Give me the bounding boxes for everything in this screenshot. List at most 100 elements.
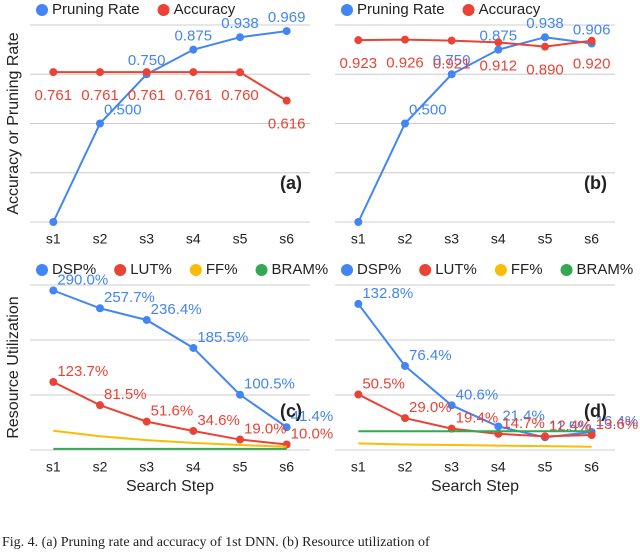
point [142,315,151,324]
data-label: 0.500 [409,101,447,118]
x-axis-label: Search Step [126,478,214,495]
panel-label: (d) [584,401,607,421]
data-label: 0.761 [175,87,213,104]
x-tick-label: s4 [186,231,201,247]
y-axis-label: Accuracy or Pruning Rate [5,32,22,214]
caption: Fig. 4. (a) Pruning rate and accuracy of… [2,535,430,550]
series-line [53,71,288,102]
legend-label: Pruning Rate [357,1,445,18]
data-label: 290.0% [57,271,108,288]
point [96,68,104,77]
point [354,36,363,45]
data-label: 21.4% [502,407,545,424]
data-label: 0.761 [128,87,166,104]
data-label: 0.761 [81,87,119,104]
point [282,96,291,105]
data-label: 0.890 [526,62,564,79]
legend-label: Accuracy [479,1,541,18]
data-label: 12.4% [549,417,592,434]
x-tick-label: s5 [538,231,553,247]
legend-marker [189,264,202,276]
point [189,426,198,435]
data-label: 0.761 [35,87,73,104]
panel-label: (b) [584,173,607,193]
x-tick-label: s2 [398,459,413,475]
point [96,401,104,410]
point [494,45,503,54]
legend-label: BRAM% [272,261,329,278]
data-label: 0.760 [221,87,259,104]
point [96,119,104,128]
data-label: 0.923 [340,55,378,72]
data-label: 14.7% [502,415,545,432]
data-label: 29.0% [409,399,452,416]
series-line [52,289,288,429]
x-tick-label: s2 [93,231,108,247]
data-label: 51.6% [151,403,194,420]
x-tick-label: s5 [538,459,553,475]
data-label: 0.921 [433,56,471,73]
point [189,68,198,77]
point [354,299,363,308]
x-tick-label: s6 [584,231,599,247]
point [142,417,151,426]
point [401,119,409,128]
x-tick-label: s1 [46,459,61,475]
data-label: 41.4% [291,408,334,425]
point [587,431,596,440]
x-tick-label: s4 [491,459,506,475]
point [189,45,198,54]
x-tick-label: s6 [584,459,599,475]
x-tick-label: s1 [351,231,366,247]
legend-marker [560,264,573,276]
legend-marker [494,264,507,276]
legend-label: DSP% [357,261,401,278]
data-label: 13.6% [596,416,639,433]
point [282,27,291,36]
panel-label: (c) [280,401,302,421]
x-tick-label: s3 [139,459,154,475]
y-axis-label: Resource Utilization [5,296,22,438]
point [49,218,58,226]
legend-label: Accuracy [174,1,236,18]
x-tick-label: s6 [279,231,294,247]
data-label: 123.7% [57,363,108,380]
data-label: 16.4% [596,413,639,430]
data-label: 0.500 [104,101,142,118]
series-line [52,30,287,223]
point [49,377,58,386]
data-label: 236.4% [151,301,202,318]
data-label: 0.750 [128,52,166,69]
data-label: 0.938 [221,15,259,32]
legend-marker [255,264,268,276]
data-label: 76.4% [409,347,452,364]
legend-marker [157,4,170,16]
point [142,68,151,77]
data-label: 0.875 [175,28,213,45]
point [541,42,549,51]
data-label: 0.912 [480,57,518,74]
legend-label: FF% [511,261,543,278]
point [49,286,58,295]
legend-label: Pruning Rate [52,1,140,18]
x-tick-label: s1 [46,231,61,247]
legend-marker [462,4,475,16]
series-line [357,36,592,223]
x-tick-label: s2 [398,231,413,247]
legend-marker [36,4,48,16]
x-tick-label: s5 [233,459,248,475]
data-label: 0.969 [268,9,306,26]
point [236,68,244,77]
series-line [358,442,592,448]
data-label: 81.5% [104,386,147,403]
point [401,35,409,44]
data-label: 0.920 [573,56,611,73]
point [354,390,363,399]
point [494,38,503,47]
point [587,36,596,45]
x-tick-label: s5 [233,231,248,247]
legend-marker [341,4,353,16]
point [447,401,456,410]
x-axis-label: Search Step [431,478,519,495]
